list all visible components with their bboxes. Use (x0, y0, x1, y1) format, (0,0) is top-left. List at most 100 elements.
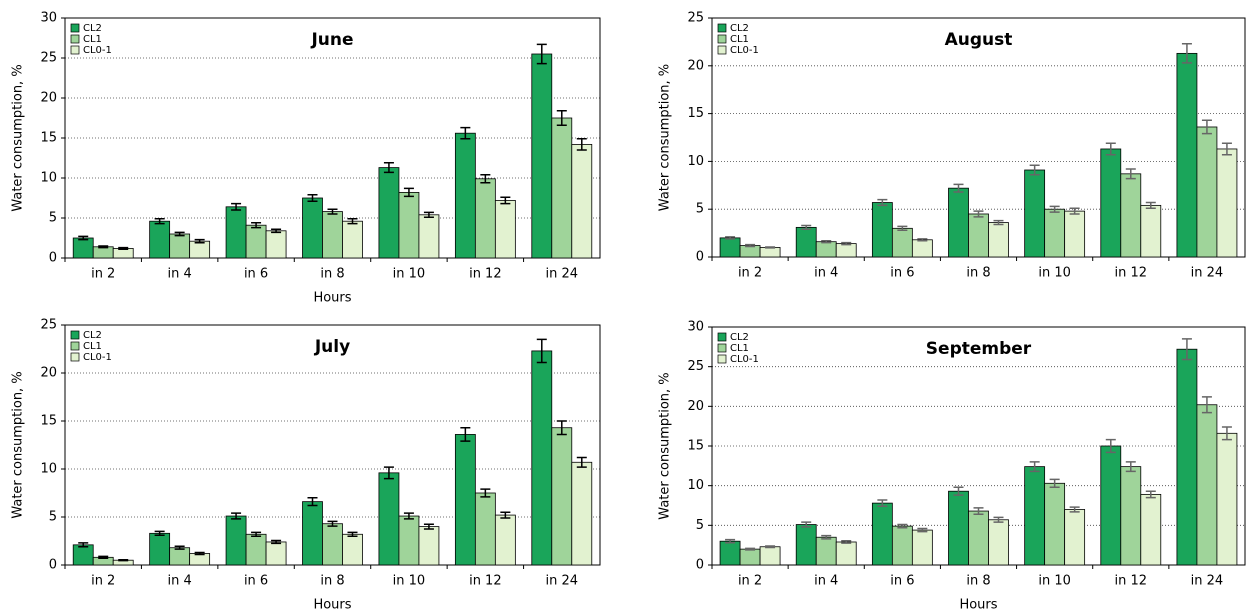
bar (302, 501, 323, 566)
bar (378, 167, 400, 259)
bar (1120, 173, 1142, 258)
bar (968, 510, 989, 566)
bar (871, 202, 893, 258)
bar (474, 492, 496, 566)
error-bar (877, 198, 888, 207)
error-bar (271, 228, 282, 234)
error-bar (821, 239, 832, 244)
y-tick-label: 5 (696, 518, 704, 533)
bar (968, 213, 989, 258)
error-bar (953, 183, 964, 193)
bar (342, 220, 363, 259)
y-tick-label: 0 (696, 558, 704, 573)
x-tick-label: in 4 (814, 266, 838, 281)
bar (92, 246, 114, 259)
legend-label: CL0-1 (730, 45, 759, 56)
x-tick-label: in 6 (890, 266, 914, 281)
x-tick-label: in 12 (1115, 574, 1148, 589)
legend-label: CL0-1 (83, 45, 112, 56)
y-tick-label: 15 (687, 439, 704, 454)
error-bar (841, 241, 852, 246)
x-tick-label: in 12 (469, 574, 502, 589)
legend-swatch (717, 343, 727, 353)
legend-swatch (717, 332, 727, 342)
y-tick-label: 0 (49, 251, 57, 266)
bar (948, 187, 969, 258)
bar (815, 241, 837, 258)
error-bar (1221, 142, 1232, 156)
bar (891, 227, 913, 258)
bar (571, 461, 593, 566)
x-tick-label: in 10 (393, 267, 426, 282)
x-tick-label: in 4 (814, 574, 838, 589)
error-bar (576, 138, 587, 151)
error-bar (118, 246, 129, 250)
x-axis-label: Hours (313, 291, 351, 306)
legend-label: CL1 (730, 343, 749, 354)
bar (265, 541, 287, 566)
legend-swatch (717, 23, 727, 33)
bar (1216, 148, 1238, 258)
legend-swatch (717, 354, 727, 364)
x-tick-label: in 4 (168, 574, 192, 589)
y-axis-label: Water consumption, % (658, 64, 673, 211)
y-tick-label: 5 (696, 202, 704, 217)
bar (795, 226, 817, 258)
y-tick-label: 30 (40, 11, 57, 26)
legend-swatch (70, 34, 80, 44)
error-bar (917, 238, 928, 242)
bar (1044, 482, 1066, 566)
error-bar (500, 511, 511, 519)
error-bar (841, 540, 852, 544)
chart-title: July (314, 337, 350, 357)
error-bar (154, 530, 165, 536)
legend-label: CL1 (83, 341, 102, 352)
bar (1216, 432, 1238, 566)
error-bar (536, 43, 547, 65)
bar (1196, 404, 1218, 566)
y-axis-label: Water consumption, % (11, 371, 26, 518)
bar (911, 529, 933, 566)
y-tick-label: 20 (40, 366, 57, 381)
bar (398, 191, 420, 259)
error-bar (1029, 461, 1040, 473)
x-tick-label: in 6 (890, 574, 914, 589)
error-bar (423, 523, 434, 530)
bar (891, 525, 913, 566)
y-tick-label: 10 (687, 478, 704, 493)
error-bar (745, 547, 756, 551)
x-tick-label: in 4 (168, 267, 192, 282)
error-bar (556, 110, 567, 126)
x-tick-label: in 24 (546, 267, 579, 282)
error-bar (480, 174, 491, 184)
bar (795, 524, 817, 566)
error-bar (327, 520, 338, 527)
error-bar (251, 531, 262, 537)
error-bar (1145, 490, 1156, 499)
error-bar (327, 208, 338, 215)
bar (398, 515, 420, 566)
legend-swatch (70, 23, 80, 33)
error-bar (194, 238, 205, 244)
error-bar (194, 551, 205, 556)
bar (1064, 210, 1086, 258)
error-bar (78, 235, 89, 241)
bar (948, 490, 969, 566)
error-bar (251, 222, 262, 229)
bar (1100, 445, 1122, 566)
x-tick-label: in 10 (393, 574, 426, 589)
error-bar (953, 486, 964, 496)
bar (531, 53, 553, 259)
error-bar (1221, 426, 1232, 441)
bar (551, 427, 573, 566)
bar (494, 514, 516, 566)
bar (551, 117, 573, 259)
error-bar (174, 545, 185, 550)
bar (1140, 493, 1162, 566)
x-tick-label: in 24 (546, 574, 579, 589)
bar (322, 211, 343, 259)
bar (739, 548, 761, 566)
bar (225, 515, 247, 566)
error-bar (993, 516, 1004, 523)
y-tick-label: 0 (49, 558, 57, 573)
